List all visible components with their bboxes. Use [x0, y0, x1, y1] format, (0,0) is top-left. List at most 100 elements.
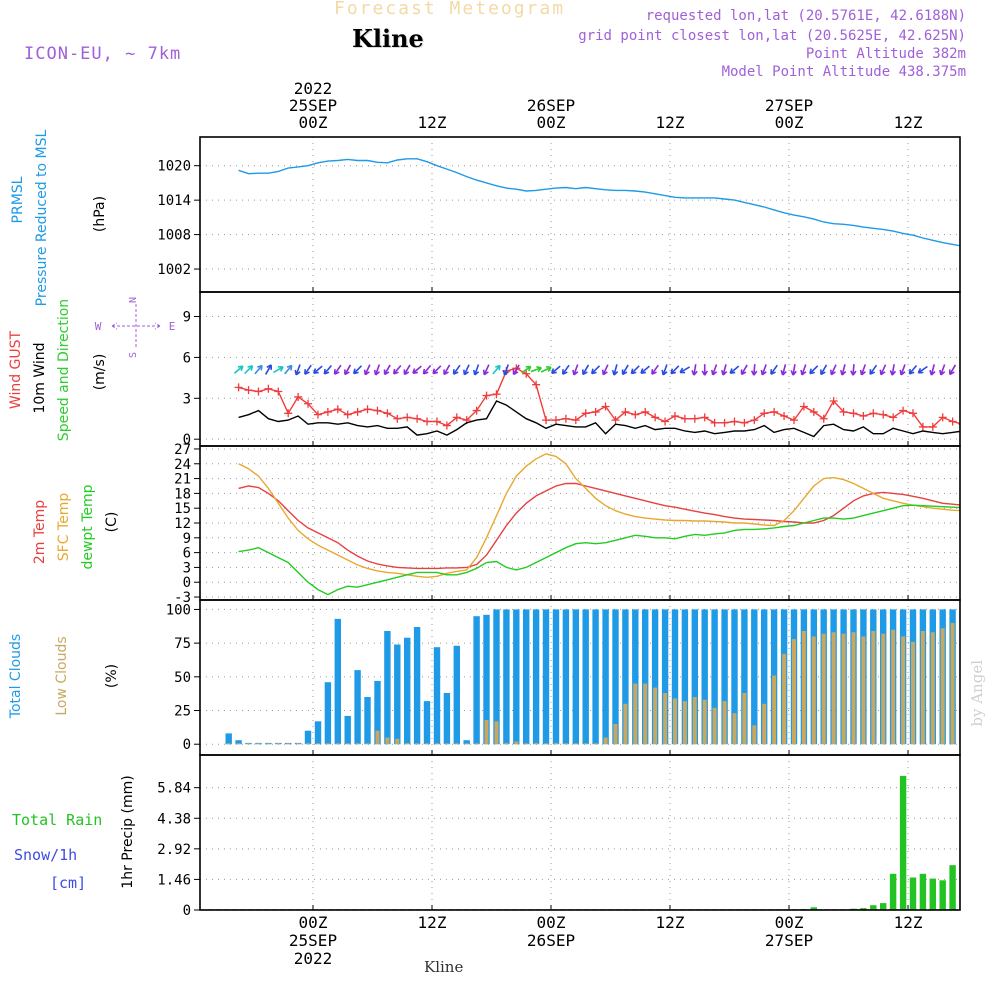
gust-marker [680, 414, 689, 423]
low-cloud-bar [732, 713, 737, 745]
watermark: by Angel [968, 660, 986, 727]
low-cloud-bar [891, 629, 896, 745]
total-cloud-bar [423, 701, 431, 745]
y-tick-label: 0 [183, 903, 191, 919]
y-tick-label: 21 [174, 472, 191, 488]
wind-arrow-head [859, 369, 866, 376]
t2m-label: 2m Temp [32, 500, 48, 564]
wind-arrow [573, 364, 579, 376]
prmsl-label: PRMSL [10, 176, 26, 223]
wind-arrow [841, 364, 846, 376]
wind-arrow [443, 364, 451, 375]
gust-marker [730, 417, 739, 426]
gust-marker [839, 407, 848, 416]
total-cloud-bar [691, 609, 698, 745]
wind-arrow-head [525, 365, 532, 372]
wind-arrow-head [601, 369, 608, 376]
total-cloud-bar [463, 740, 470, 745]
low-cloud-bar [821, 633, 826, 745]
wind-arrow [463, 364, 470, 376]
total-cloud-bar [354, 670, 361, 745]
bar [286, 743, 291, 745]
total-cloud-bar [582, 609, 589, 745]
y-tick-label: 75 [174, 636, 191, 652]
wind-arrow-head [383, 369, 390, 376]
y-tick-label: 3 [183, 560, 191, 576]
gust-marker [631, 410, 640, 419]
gust-marker [363, 405, 372, 414]
bar [276, 743, 281, 745]
wind-arrow [492, 364, 501, 375]
wind-arrow-head [949, 369, 955, 376]
bar [593, 743, 598, 745]
forecast-title: Forecast Meteogram [334, 0, 566, 19]
wind-arrow [244, 365, 253, 375]
gust-marker [304, 399, 313, 408]
bar [454, 743, 459, 745]
series-line [238, 482, 960, 570]
series-line [238, 158, 960, 247]
snow-label: Snow/1h [14, 846, 77, 864]
gust-marker [234, 383, 243, 392]
wind-arrow [323, 364, 333, 375]
gust-marker [651, 413, 660, 422]
wind-arrow [880, 364, 887, 376]
frame-layer [194, 136, 961, 911]
wind-arrow-head [352, 368, 359, 375]
y-tick-label: 1.46 [157, 872, 191, 888]
bar [355, 743, 360, 745]
bottom-x-label: 26SEP [527, 931, 575, 950]
wind-arrow-head [278, 366, 284, 372]
y-tick-label: 18 [174, 486, 191, 502]
percent-unit-label: (%) [104, 664, 120, 688]
total-cloud-bar [622, 609, 629, 745]
wind-arrow [582, 364, 590, 375]
gust-marker [690, 414, 699, 423]
gust-marker [849, 409, 858, 418]
gust-marker [333, 405, 342, 414]
gust-marker [343, 410, 352, 419]
gust-marker [968, 419, 976, 427]
gust-marker [710, 418, 719, 427]
wind-arrow [621, 364, 629, 375]
y-tick-label: 9 [183, 310, 191, 326]
wind-arrow [801, 364, 807, 376]
bottom-x-label: 12Z [418, 913, 447, 932]
model-label: ICON-EU, ~ 7km [24, 44, 182, 64]
hpa-unit-label: (hPa) [92, 196, 108, 232]
precip-bar [919, 873, 927, 910]
wind-arrow-head [482, 369, 489, 376]
top-x-label: 00Z [537, 113, 566, 132]
total-cloud-bar [443, 693, 451, 745]
y-tick-label: 24 [174, 457, 191, 473]
low-cloud-bar [930, 632, 935, 745]
bar [583, 743, 588, 745]
gust-marker [740, 418, 749, 427]
wind-arrow-head [661, 369, 668, 376]
low-cloud-bar [782, 653, 787, 745]
wind-arrow-head [473, 369, 480, 376]
gust-marker [879, 410, 888, 419]
series-line [238, 367, 960, 428]
top-x-label: 12Z [656, 113, 685, 132]
low-cloud-bar [405, 742, 410, 745]
precip-bar [929, 878, 936, 910]
wind-arrow [412, 365, 422, 374]
wind-arrow-head [790, 370, 797, 376]
bar [226, 743, 231, 745]
wind-arrow [990, 365, 996, 375]
low-cloud-bar [752, 725, 757, 745]
gust-marker [561, 414, 570, 423]
bar [524, 743, 529, 745]
low-cloud-bar [961, 627, 965, 744]
wind-arrow [761, 364, 767, 376]
total-cloud-bar [542, 609, 550, 745]
precip-unit-label: 1hr Precip (mm) [120, 775, 136, 888]
wind-arrow [344, 364, 352, 375]
total-cloud-bar [413, 627, 421, 745]
wind-arrow [383, 364, 391, 375]
wind-arrow-head [989, 369, 993, 374]
wind-arrow-head [545, 366, 552, 372]
wind-arrow-head [495, 364, 501, 371]
gust-marker [403, 413, 412, 422]
